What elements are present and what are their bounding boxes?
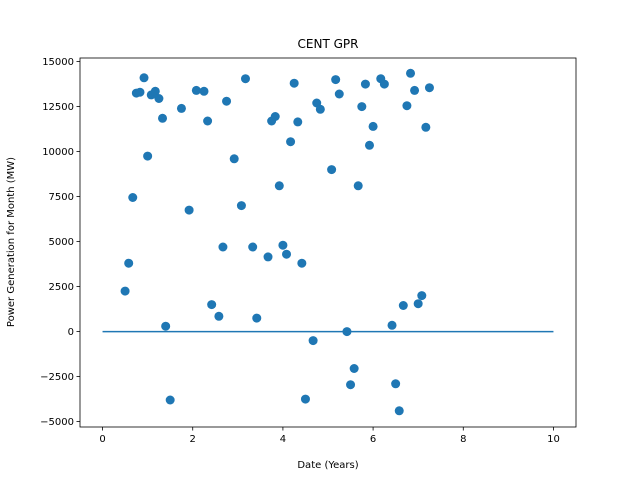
data-point [184, 205, 194, 215]
data-point [424, 83, 434, 93]
axes-frame [79, 57, 577, 428]
y-tick-label: 12500 [42, 102, 74, 113]
chart-title: CENT GPR [298, 37, 359, 51]
data-point [240, 74, 250, 84]
data-point [263, 252, 273, 262]
data-point [289, 78, 299, 88]
data-point [331, 75, 341, 85]
data-point [161, 321, 171, 331]
data-point [124, 258, 134, 268]
x-tick-label: 8 [460, 434, 466, 445]
data-point [199, 86, 209, 96]
x-tick-label: 4 [280, 434, 286, 445]
data-point [300, 394, 310, 404]
data-point [139, 73, 149, 83]
data-point [398, 301, 408, 310]
data-point [207, 300, 217, 310]
data-point [406, 68, 416, 78]
data-point [308, 336, 318, 346]
x-tick-label: 2 [190, 434, 196, 445]
data-point [150, 86, 160, 96]
x-axis-label: Date (Years) [297, 460, 358, 471]
data-point [334, 89, 344, 99]
data-point [176, 103, 186, 113]
data-point [410, 85, 420, 95]
data-point [368, 121, 378, 131]
data-point [143, 151, 153, 161]
data-point [248, 242, 258, 252]
data-point [413, 299, 423, 309]
y-tick-label: 15000 [42, 57, 74, 68]
y-tick-label: 5000 [49, 237, 74, 248]
data-point [135, 87, 145, 97]
data-point [165, 395, 175, 405]
y-tick-label: −5000 [40, 417, 74, 428]
data-point [327, 165, 337, 175]
data-point [274, 181, 284, 191]
data-point [402, 101, 412, 111]
data-point [286, 137, 296, 147]
y-axis-label: Power Generation for Month (MW) [6, 157, 17, 327]
y-tick-label: 10000 [42, 147, 74, 158]
data-point [364, 140, 374, 150]
x-tick-label: 0 [99, 434, 105, 445]
data-point [229, 154, 239, 164]
data-point [191, 85, 201, 95]
y-tick-label: 7500 [49, 192, 74, 203]
data-point [349, 364, 359, 373]
data-point [252, 313, 262, 323]
x-tick-label: 6 [370, 434, 376, 445]
data-point [357, 102, 367, 112]
data-point [421, 122, 431, 132]
data-point [278, 240, 288, 250]
y-tick-label: 2500 [49, 282, 74, 293]
data-point [154, 94, 164, 103]
data-point [342, 327, 352, 337]
data-point [353, 181, 363, 191]
data-point [417, 291, 427, 301]
data-point [222, 96, 232, 106]
data-point [379, 79, 389, 89]
data-point [236, 201, 246, 211]
y-tick-label: 0 [68, 327, 74, 338]
data-point [282, 249, 292, 259]
data-point [293, 117, 303, 127]
data-point [297, 258, 307, 268]
data-point [394, 406, 404, 416]
data-point [270, 112, 280, 121]
data-point [346, 380, 356, 390]
data-point [315, 104, 325, 114]
plot-area: 0 2 4 6 8 10 −5000 −2500 0 2500 5000 7500 10000 12500… [40, 57, 577, 445]
y-tick-label: −2500 [40, 372, 74, 383]
data-point [387, 320, 397, 330]
x-tick-label: 10 [547, 434, 560, 445]
data-point [218, 242, 228, 252]
data-point [120, 286, 130, 296]
data-point [158, 113, 168, 123]
data-point [360, 79, 370, 89]
data-point [203, 116, 213, 126]
data-point [391, 379, 401, 389]
data-point [128, 193, 138, 202]
data-point [214, 311, 224, 321]
